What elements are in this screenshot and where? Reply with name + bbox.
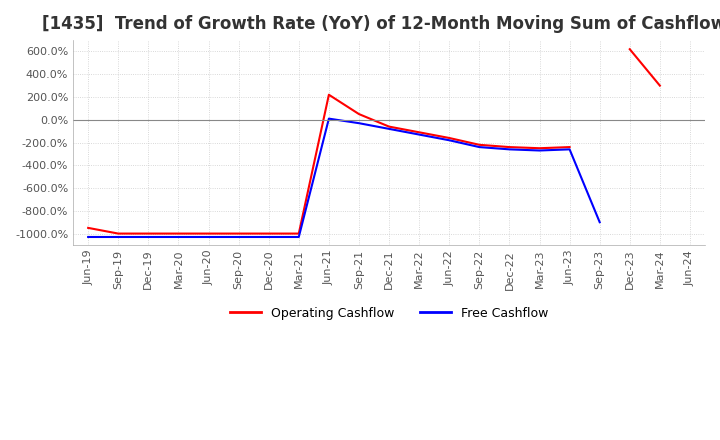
Line: Free Cashflow: Free Cashflow <box>88 119 600 237</box>
Operating Cashflow <box>204 231 213 236</box>
Operating Cashflow <box>445 136 454 141</box>
Free Cashflow <box>114 235 122 240</box>
Free Cashflow <box>144 235 153 240</box>
Free Cashflow <box>204 235 213 240</box>
Free Cashflow <box>294 235 303 240</box>
Free Cashflow <box>384 126 393 132</box>
Free Cashflow <box>174 235 183 240</box>
Free Cashflow <box>535 148 544 153</box>
Operating Cashflow <box>355 111 364 117</box>
Legend: Operating Cashflow, Free Cashflow: Operating Cashflow, Free Cashflow <box>225 302 553 325</box>
Free Cashflow <box>325 116 333 121</box>
Operating Cashflow <box>655 83 664 88</box>
Free Cashflow <box>355 121 364 126</box>
Free Cashflow <box>84 235 92 240</box>
Free Cashflow <box>264 235 273 240</box>
Line: Operating Cashflow: Operating Cashflow <box>88 49 660 234</box>
Free Cashflow <box>595 220 604 225</box>
Free Cashflow <box>415 132 423 137</box>
Operating Cashflow <box>565 144 574 150</box>
Free Cashflow <box>234 235 243 240</box>
Operating Cashflow <box>84 225 92 231</box>
Operating Cashflow <box>505 144 514 150</box>
Operating Cashflow <box>384 124 393 129</box>
Title: [1435]  Trend of Growth Rate (YoY) of 12-Month Moving Sum of Cashflows: [1435] Trend of Growth Rate (YoY) of 12-… <box>42 15 720 33</box>
Operating Cashflow <box>294 231 303 236</box>
Operating Cashflow <box>174 231 183 236</box>
Free Cashflow <box>445 138 454 143</box>
Operating Cashflow <box>535 146 544 151</box>
Operating Cashflow <box>415 130 423 135</box>
Operating Cashflow <box>475 142 484 147</box>
Operating Cashflow <box>325 92 333 97</box>
Operating Cashflow <box>264 231 273 236</box>
Operating Cashflow <box>114 231 122 236</box>
Operating Cashflow <box>626 47 634 52</box>
Free Cashflow <box>475 144 484 150</box>
Operating Cashflow <box>144 231 153 236</box>
Operating Cashflow <box>234 231 243 236</box>
Free Cashflow <box>505 147 514 152</box>
Free Cashflow <box>565 147 574 152</box>
